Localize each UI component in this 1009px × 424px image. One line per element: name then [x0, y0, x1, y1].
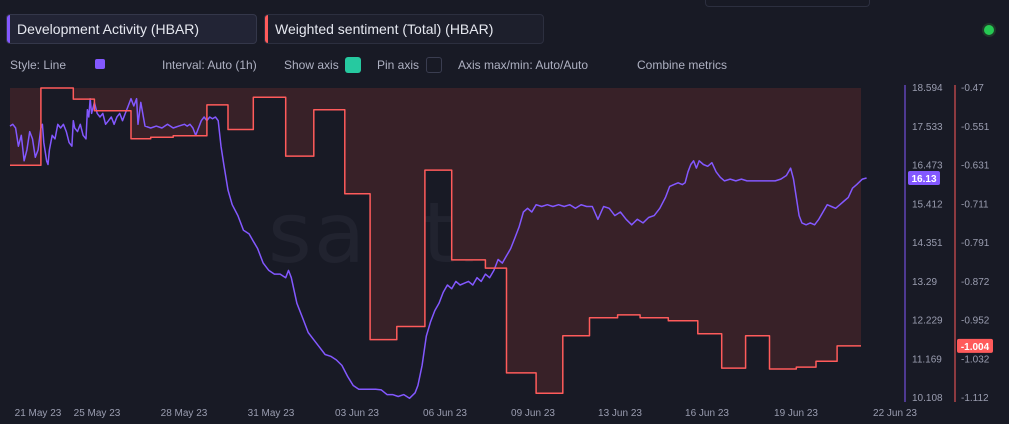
right-axis-tick-label: -0.791 — [961, 238, 990, 249]
left-axis-tick-label: 18.594 — [912, 83, 943, 94]
metric-color-bar — [265, 15, 268, 43]
show-axis-toggle[interactable] — [345, 57, 361, 73]
right-axis-tick-label: -0.47 — [961, 83, 984, 94]
axis-minmax-selector[interactable]: Axis max/min: Auto/Auto — [458, 58, 589, 72]
date-tick-label: 13 Jun 23 — [598, 408, 642, 419]
date-tick-label: 28 May 23 — [161, 408, 208, 419]
left-axis-tick-label: 14.351 — [912, 238, 943, 249]
right-axis-tick-label: -0.711 — [961, 199, 989, 210]
pin-axis-label: Pin axis — [377, 58, 420, 72]
right-axis-tick-label: -0.872 — [961, 277, 990, 288]
metric-tab-weighted-sentiment[interactable]: Weighted sentiment (Total) (HBAR) — [264, 14, 544, 44]
metric-color-bar — [7, 15, 10, 43]
right-axis-tick-label: -1.112 — [961, 393, 989, 404]
date-tick-label: 25 May 23 — [74, 408, 121, 419]
left-last-value-badge — [908, 171, 940, 186]
left-axis-tick-label: 11.169 — [912, 354, 942, 365]
date-tick-label: 06 Jun 23 — [423, 408, 467, 419]
metric-tab-label: Development Activity (HBAR) — [17, 21, 200, 37]
style-selector[interactable]: Style: Line — [10, 58, 67, 72]
metric-tab-label: Weighted sentiment (Total) (HBAR) — [275, 21, 494, 37]
date-tick-label: 19 Jun 23 — [774, 408, 818, 419]
date-tick-label: 21 May 23 — [15, 408, 62, 419]
left-axis-tick-label: 10.108 — [912, 393, 943, 404]
line-color-swatch[interactable] — [95, 59, 105, 69]
right-axis-tick-label: -0.551 — [961, 122, 990, 133]
sentiment-area — [10, 88, 861, 394]
right-last-value-badge — [957, 338, 993, 353]
right-axis-ticks: -0.47 -0.551 -0.631 -0.711 -0.791 -0.872 -0.95… — [961, 83, 990, 404]
top-panel-edge — [705, 0, 870, 7]
series-line-weighted-sentiment — [10, 87, 861, 394]
date-tick-label: 31 May 23 — [248, 408, 295, 419]
interval-selector[interactable]: Interval: Auto (1h) — [162, 58, 257, 72]
right-last-value-text: -1.004 — [961, 342, 990, 353]
live-status-dot-icon — [984, 25, 994, 35]
sentiment-area-fill — [10, 88, 861, 394]
last-value-badges: 16.13 -1.004 — [908, 171, 993, 353]
left-last-value-text: 16.13 — [911, 174, 936, 185]
metric-tab-development-activity[interactable]: Development Activity (HBAR) — [6, 14, 257, 44]
left-axis-tick-label: 15.412 — [912, 199, 943, 210]
date-tick-label: 16 Jun 23 — [685, 408, 729, 419]
left-axis-ticks: 18.594 17.533 16.473 15.412 14.351 13.29 12.22… — [912, 83, 943, 404]
date-axis-ticks: 21 May 23 25 May 23 28 May 23 31 May 23 03 J… — [15, 408, 918, 419]
date-tick-label: 03 Jun 23 — [335, 408, 379, 419]
left-axis-tick-label: 13.29 — [912, 277, 937, 288]
date-tick-label: 22 Jun 23 — [873, 408, 917, 419]
left-axis-tick-label: 17.533 — [912, 122, 943, 133]
chart-series — [9, 87, 867, 400]
combine-metrics-button[interactable]: Combine metrics — [637, 58, 728, 72]
date-tick-label: 09 Jun 23 — [511, 408, 555, 419]
right-axis-tick-label: -0.952 — [961, 316, 990, 327]
right-axis-tick-label: -0.631 — [961, 161, 990, 172]
right-axis-tick-label: -1.032 — [961, 354, 990, 365]
left-axis-tick-label: 12.229 — [912, 316, 943, 327]
pin-axis-toggle[interactable] — [426, 57, 442, 73]
show-axis-label: Show axis — [284, 58, 339, 72]
left-axis-tick-label: 16.473 — [912, 161, 943, 172]
